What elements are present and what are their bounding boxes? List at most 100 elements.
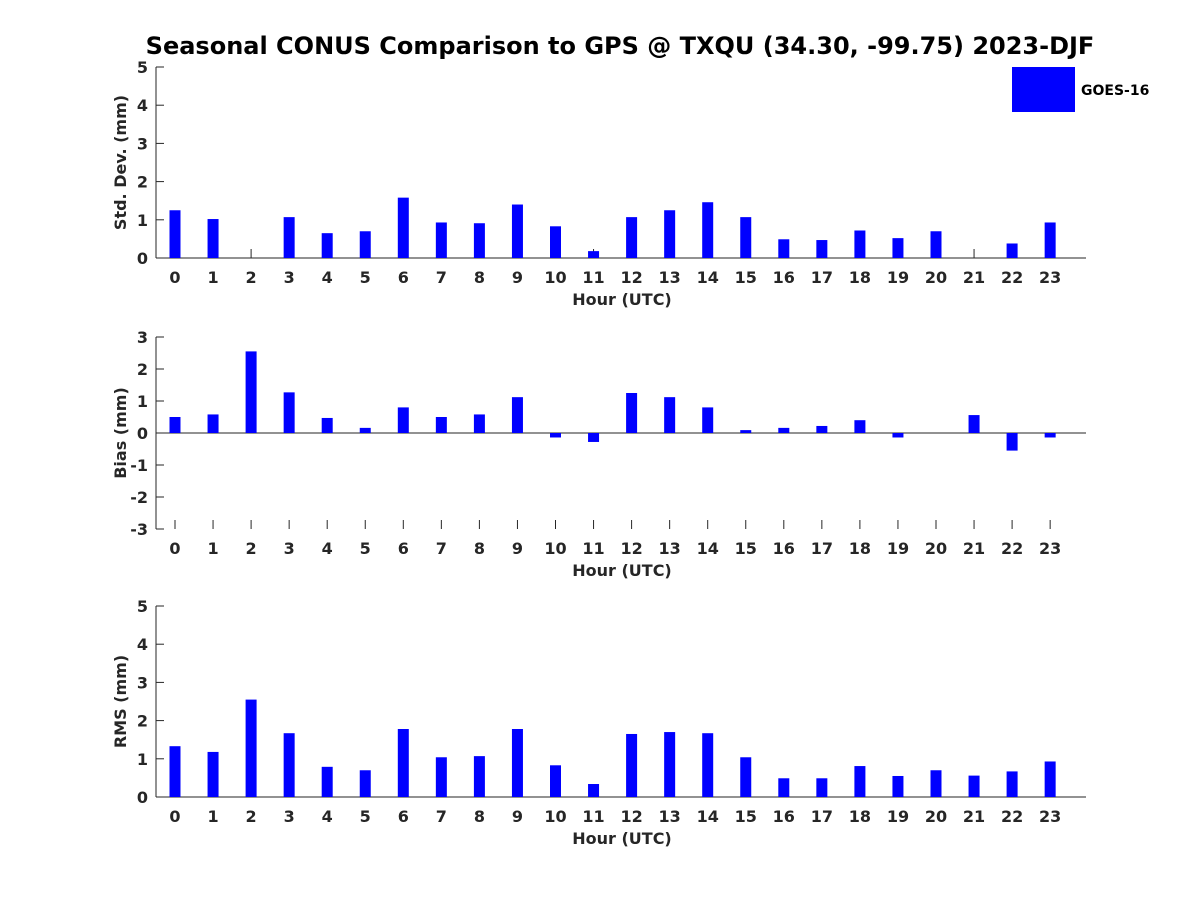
rms-x-tick-label: 23 (1039, 807, 1061, 826)
bias-x-tick-label: 11 (582, 539, 604, 558)
rms-x-tick-label: 5 (360, 807, 371, 826)
bias-x-tick-label: 2 (246, 539, 257, 558)
rms-bar-15 (740, 757, 752, 797)
rms-bar-19 (892, 775, 904, 797)
rms-bar-1 (207, 751, 219, 797)
rms-bar-21 (968, 775, 980, 797)
std-dev-x-tick-label: 10 (544, 268, 566, 287)
std-dev-y-tick-label: 3 (137, 134, 148, 153)
bias-y-tick-label: -3 (130, 520, 148, 539)
std-dev-x-tick-label: 17 (811, 268, 833, 287)
bias-x-tick-label: 13 (659, 539, 681, 558)
rms-x-tick-label: 17 (811, 807, 833, 826)
bias-x-tick-label: 12 (620, 539, 642, 558)
rms-x-tick-label: 7 (436, 807, 447, 826)
rms-bar-22 (1006, 771, 1018, 797)
std-dev-x-tick-label: 18 (849, 268, 871, 287)
rms-x-tick-label: 18 (849, 807, 871, 826)
figure-title: Seasonal CONUS Comparison to GPS @ TXQU … (146, 32, 1095, 60)
bias-y-tick-label: 0 (137, 424, 148, 443)
bias-bar-15 (740, 430, 752, 433)
std-dev-x-axis-label: Hour (UTC) (572, 290, 672, 309)
std-dev-bar-6 (397, 197, 409, 258)
bias-y-tick-label: 2 (137, 360, 148, 379)
bias-x-tick-label: 21 (963, 539, 985, 558)
rms-y-tick-label: 3 (137, 673, 148, 692)
std-dev-y-axis-label: Std. Dev. (mm) (111, 95, 130, 230)
bias-x-tick-label: 17 (811, 539, 833, 558)
rms-bar-17 (816, 778, 828, 797)
rms-bar-5 (359, 770, 371, 797)
std-dev-x-tick-label: 0 (169, 268, 180, 287)
bias-x-tick-label: 0 (169, 539, 180, 558)
bias-bar-21 (968, 415, 980, 433)
std-dev-x-tick-label: 20 (925, 268, 947, 287)
rms-x-tick-label: 14 (697, 807, 719, 826)
bias-bar-3 (283, 392, 295, 433)
std-dev-bar-18 (854, 230, 866, 258)
std-dev-bar-22 (1006, 243, 1018, 258)
rms-bar-8 (473, 756, 485, 797)
std-dev-x-tick-label: 23 (1039, 268, 1061, 287)
std-dev-bar-9 (511, 204, 523, 258)
std-dev-bar-20 (930, 231, 942, 258)
bias-x-tick-label: 14 (697, 539, 719, 558)
bias-x-tick-label: 1 (207, 539, 218, 558)
bias-x-axis-label: Hour (UTC) (572, 561, 672, 580)
bias-bar-9 (511, 397, 523, 433)
rms-x-tick-label: 22 (1001, 807, 1023, 826)
rms-bar-0 (169, 746, 181, 797)
std-dev-bar-0 (169, 210, 181, 258)
std-dev-bar-23 (1044, 222, 1056, 258)
std-dev-x-tick-label: 4 (322, 268, 333, 287)
std-dev-bar-16 (778, 239, 790, 258)
std-dev-x-tick-label: 19 (887, 268, 909, 287)
bias-x-tick-label: 10 (544, 539, 566, 558)
bias-x-tick-label: 4 (322, 539, 333, 558)
bias-bar-13 (664, 397, 676, 433)
std-dev-x-tick-label: 1 (207, 268, 218, 287)
std-dev-x-tick-label: 12 (620, 268, 642, 287)
rms-x-tick-label: 8 (474, 807, 485, 826)
bias-bar-19 (892, 433, 904, 438)
bias-y-axis-label: Bias (mm) (111, 387, 130, 479)
bias-bar-16 (778, 427, 790, 433)
bias-bar-14 (702, 407, 714, 433)
std-dev-bar-7 (435, 222, 447, 258)
std-dev-bar-4 (321, 233, 333, 258)
bias-bar-8 (473, 414, 485, 433)
std-dev-x-tick-label: 2 (246, 268, 257, 287)
rms-bar-20 (930, 770, 942, 797)
bias-bar-22 (1006, 433, 1018, 451)
rms-x-tick-label: 0 (169, 807, 180, 826)
rms-x-tick-label: 19 (887, 807, 909, 826)
bias-x-tick-label: 16 (773, 539, 795, 558)
rms-x-tick-label: 12 (620, 807, 642, 826)
bias-x-tick-label: 20 (925, 539, 947, 558)
std-dev-bar-12 (626, 217, 638, 258)
bias-bar-2 (245, 351, 257, 433)
std-dev-y-tick-label: 2 (137, 173, 148, 192)
rms-x-tick-label: 6 (398, 807, 409, 826)
rms-x-tick-label: 20 (925, 807, 947, 826)
rms-bar-18 (854, 766, 866, 797)
std-dev-x-tick-label: 3 (284, 268, 295, 287)
rms-x-tick-label: 21 (963, 807, 985, 826)
rms-bar-11 (588, 784, 600, 797)
bias-bar-6 (397, 407, 409, 433)
std-dev-bar-19 (892, 238, 904, 258)
std-dev-bar-1 (207, 219, 219, 258)
bias-x-tick-label: 3 (284, 539, 295, 558)
rms-x-tick-label: 1 (207, 807, 218, 826)
std-dev-x-tick-label: 15 (735, 268, 757, 287)
std-dev-x-tick-label: 11 (582, 268, 604, 287)
legend-swatch (1012, 67, 1075, 112)
rms-x-tick-label: 2 (246, 807, 257, 826)
rms-bar-4 (321, 766, 333, 797)
rms-bar-9 (511, 729, 523, 797)
bias-y-tick-label: 3 (137, 328, 148, 347)
rms-bar-7 (435, 757, 447, 797)
legend: GOES-16 (1012, 67, 1149, 112)
